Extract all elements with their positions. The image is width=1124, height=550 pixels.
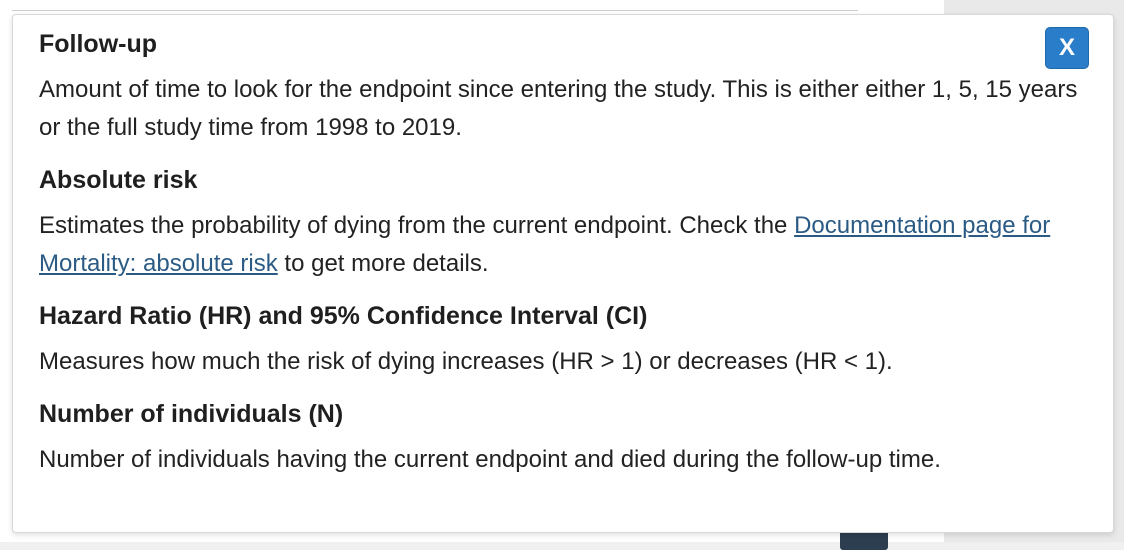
section-absolute-risk: Absolute risk Estimates the probability … [39,165,1087,283]
close-button[interactable]: X [1045,27,1089,69]
absolute-risk-text-after: to get more details. [277,250,489,277]
background-button [840,530,888,550]
absolute-risk-description: Estimates the probability of dying from … [39,207,1079,283]
number-of-individuals-heading: Number of individuals (N) [39,400,344,428]
documentation-link[interactable]: Documentation page for Mortality: absolu… [39,212,1051,277]
help-modal: X Follow-up Amount of time to look for t… [12,14,1114,533]
absolute-risk-text-before: Estimates the probability of dying from … [39,212,795,239]
number-of-individuals-description: Number of individuals having the current… [39,446,941,473]
background-divider [12,10,858,11]
section-hazard-ratio: Hazard Ratio (HR) and 95% Confidence Int… [39,301,1087,381]
hazard-ratio-description: Measures how much the risk of dying incr… [39,348,893,375]
follow-up-description: Amount of time to look for the endpoint … [39,76,1078,141]
hazard-ratio-heading: Hazard Ratio (HR) and 95% Confidence Int… [39,302,648,330]
section-follow-up: Follow-up Amount of time to look for the… [39,29,1087,147]
follow-up-heading: Follow-up [39,30,158,58]
absolute-risk-heading: Absolute risk [39,166,198,194]
section-number-of-individuals: Number of individuals (N) Number of indi… [39,399,1087,479]
